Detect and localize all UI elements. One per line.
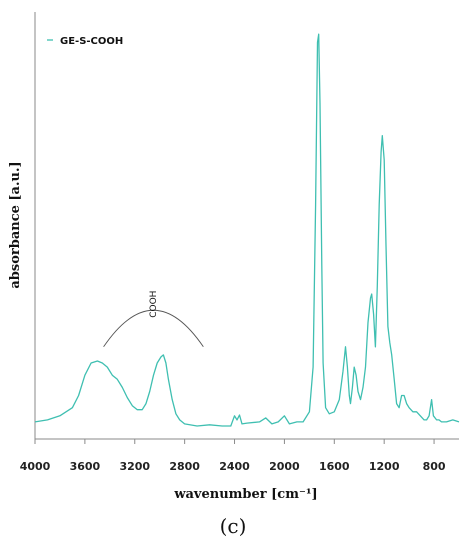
series-line-ge-s-cooh (34, 33, 460, 427)
x-tick-label: 800 (423, 460, 446, 473)
panel-label: (c) (220, 514, 247, 538)
x-ticks (34, 439, 435, 444)
x-tick-label: 4000 (20, 460, 51, 473)
x-tick-label: 1200 (369, 460, 400, 473)
x-tick-label: 2400 (219, 460, 250, 473)
cooh-annotation-label: COOH (149, 291, 159, 318)
cooh-annotation-arc (103, 310, 204, 348)
x-tick-label: 3600 (70, 460, 101, 473)
x-tick-labels: 4000 3600 3200 2800 2400 2000 1600 1200 800 (20, 460, 446, 473)
x-tick-label: 2800 (169, 460, 200, 473)
x-tick-label: 1600 (319, 460, 350, 473)
legend-label: GE-S-COOH (60, 36, 123, 47)
x-tick-label: 2000 (269, 460, 300, 473)
legend: GE-S-COOH (47, 36, 123, 47)
x-tick-label: 3200 (119, 460, 150, 473)
y-axis-label: absorbance [a.u.] (8, 161, 23, 288)
x-axis-label: wavenumber [cm⁻¹] (173, 487, 317, 502)
